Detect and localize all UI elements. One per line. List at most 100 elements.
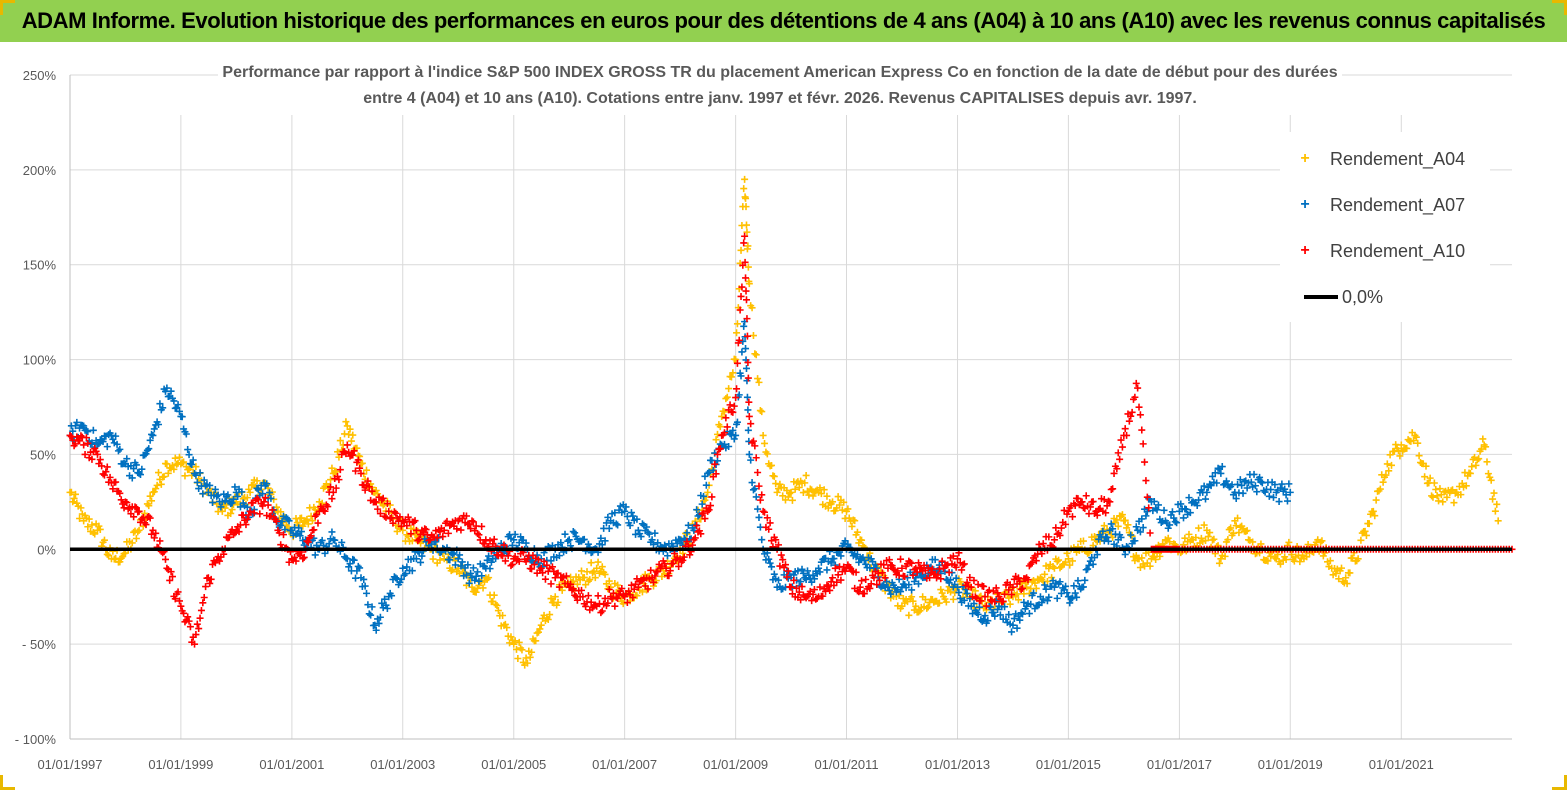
data-point bbox=[980, 616, 988, 623]
data-point bbox=[1173, 519, 1181, 527]
data-point bbox=[1232, 495, 1240, 503]
data-point bbox=[349, 451, 357, 459]
data-point bbox=[403, 563, 411, 571]
data-point bbox=[1332, 569, 1340, 577]
data-point bbox=[579, 593, 587, 601]
data-point bbox=[171, 454, 179, 462]
data-point bbox=[975, 603, 983, 611]
data-point bbox=[1079, 583, 1087, 591]
data-point bbox=[611, 602, 619, 610]
data-point bbox=[221, 497, 229, 505]
data-point bbox=[432, 538, 440, 546]
data-point bbox=[733, 329, 741, 337]
data-point bbox=[1217, 555, 1225, 563]
data-point bbox=[486, 565, 494, 573]
data-point bbox=[196, 469, 204, 477]
chart-grid bbox=[69, 74, 1512, 740]
data-point bbox=[708, 493, 716, 501]
data-point bbox=[89, 529, 97, 537]
data-point bbox=[85, 515, 93, 523]
data-point bbox=[749, 437, 757, 445]
data-point bbox=[131, 503, 139, 511]
line-marker-icon bbox=[1304, 295, 1338, 299]
data-point bbox=[934, 571, 942, 579]
plus-marker-icon: + bbox=[1300, 150, 1310, 167]
data-point bbox=[1265, 492, 1273, 500]
data-point bbox=[1125, 417, 1133, 425]
data-point bbox=[897, 588, 905, 596]
data-point bbox=[263, 480, 271, 488]
data-point bbox=[761, 439, 769, 447]
x-tick-label: 01/01/1999 bbox=[148, 757, 213, 772]
data-point bbox=[259, 490, 267, 498]
data-point bbox=[742, 287, 750, 295]
data-point bbox=[130, 465, 138, 473]
x-tick-label: 01/01/2011 bbox=[814, 757, 878, 772]
data-point bbox=[501, 557, 509, 565]
data-point bbox=[1121, 516, 1129, 524]
data-point bbox=[422, 526, 430, 534]
data-point bbox=[795, 483, 803, 491]
data-point bbox=[1458, 479, 1466, 487]
data-point bbox=[102, 468, 110, 476]
data-point bbox=[770, 570, 778, 578]
data-point bbox=[787, 583, 795, 591]
data-point bbox=[213, 492, 221, 500]
data-point bbox=[503, 624, 511, 632]
data-point bbox=[720, 429, 728, 437]
data-point bbox=[177, 602, 185, 610]
data-point bbox=[132, 535, 140, 543]
data-point bbox=[1436, 485, 1444, 493]
data-point bbox=[618, 585, 626, 592]
data-point bbox=[547, 557, 555, 565]
data-point bbox=[1032, 557, 1040, 565]
data-point bbox=[534, 628, 542, 636]
data-point bbox=[372, 626, 380, 634]
data-point bbox=[76, 515, 84, 523]
data-point bbox=[228, 499, 236, 507]
data-point bbox=[567, 580, 575, 588]
data-point bbox=[511, 637, 519, 645]
data-point bbox=[887, 590, 895, 598]
data-point bbox=[1208, 472, 1216, 480]
data-point bbox=[1134, 384, 1142, 392]
data-point bbox=[1182, 505, 1190, 513]
data-point bbox=[196, 614, 204, 622]
data-point bbox=[1062, 520, 1070, 528]
data-point bbox=[548, 563, 556, 571]
data-point bbox=[349, 431, 357, 439]
data-point bbox=[781, 561, 789, 569]
data-point bbox=[679, 556, 687, 564]
data-point bbox=[411, 517, 419, 525]
data-point bbox=[1016, 577, 1024, 585]
data-point bbox=[401, 570, 409, 578]
data-point bbox=[207, 575, 215, 583]
y-tick-label: 250% bbox=[23, 68, 57, 83]
data-point bbox=[791, 485, 799, 493]
data-point bbox=[1071, 589, 1079, 597]
data-point bbox=[558, 574, 566, 582]
data-point bbox=[277, 541, 285, 549]
data-point bbox=[192, 463, 200, 471]
data-point bbox=[730, 402, 738, 410]
data-point bbox=[876, 576, 884, 584]
data-point bbox=[123, 455, 131, 463]
series-rendement_a07 bbox=[66, 318, 1294, 636]
y-tick-label: 200% bbox=[23, 163, 57, 178]
data-point bbox=[368, 487, 376, 495]
data-point bbox=[236, 503, 244, 511]
data-point bbox=[378, 599, 386, 607]
data-point bbox=[103, 550, 111, 558]
data-point bbox=[1164, 524, 1172, 532]
data-point bbox=[88, 521, 96, 529]
data-point bbox=[1138, 426, 1146, 434]
data-point bbox=[474, 530, 482, 538]
data-point bbox=[227, 509, 235, 517]
data-point bbox=[798, 565, 806, 573]
data-point bbox=[123, 499, 131, 507]
data-point bbox=[363, 466, 371, 474]
data-point bbox=[693, 522, 701, 530]
data-point bbox=[145, 445, 153, 453]
data-point bbox=[141, 509, 149, 517]
data-point bbox=[999, 597, 1007, 605]
